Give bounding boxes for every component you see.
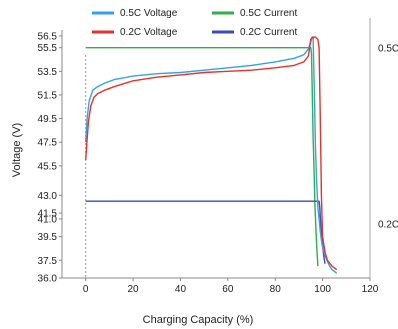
x-tick-label: 120 — [362, 284, 379, 295]
legend-label: 0.5C Voltage — [120, 8, 178, 19]
x-tick-label: 20 — [128, 284, 140, 295]
right-axis-labels: 0.5C 0.2C — [378, 44, 398, 231]
y-axis-ticks: 36.0 37.5 39.5 41.041.5 43.0 45.5 47.5 49.5 51.5… — [38, 31, 62, 285]
y-tick-label: 56.5 — [38, 31, 58, 42]
y-tick-label: 43.0 — [38, 191, 58, 202]
legend: 0.5C Voltage 0.2C Voltage 0.5C Current 0.2C… — [92, 8, 297, 38]
legend-label: 0.2C Current — [240, 27, 297, 38]
y-tick-label: 45.5 — [38, 161, 58, 172]
y-tick-label: 49.5 — [38, 114, 58, 125]
y-tick-label: 39.5 — [38, 232, 58, 243]
series-line-0-5c-current — [85, 47, 319, 267]
x-axis-label: Charging Capacity (%) — [143, 314, 254, 326]
series-line-0-5c-voltage — [85, 36, 338, 274]
x-tick-label: 100 — [314, 284, 331, 295]
y-tick-label: 41.5 — [38, 209, 58, 220]
y-tick-label: 51.5 — [38, 90, 58, 101]
x-tick-label: 40 — [175, 284, 187, 295]
x-axis-ticks: 0 20 40 60 80 100 120 — [83, 278, 379, 295]
plot-frame — [61, 18, 371, 279]
series-line-0-2c-voltage — [85, 36, 338, 271]
x-tick-label: 80 — [270, 284, 282, 295]
y-tick-label: 53.5 — [38, 67, 58, 78]
legend-label: 0.5C Current — [240, 8, 297, 19]
series-lines — [85, 36, 338, 274]
legend-label: 0.2C Voltage — [120, 27, 178, 38]
y-tick-label: 41.0 — [38, 214, 58, 225]
series-line-0-2c-current — [85, 200, 326, 264]
y-tick-label: 37.5 — [38, 256, 58, 267]
y-tick-label: 47.5 — [38, 138, 58, 149]
right-axis-label: 0.2C — [378, 220, 398, 231]
y-tick-label: 36.0 — [38, 274, 58, 285]
right-axis-label: 0.5C — [378, 44, 398, 55]
y-axis-label: Voltage (V) — [11, 123, 23, 177]
x-tick-label: 0 — [83, 284, 89, 295]
y-tick-label: 55.5 — [38, 43, 58, 54]
x-tick-label: 60 — [222, 284, 234, 295]
